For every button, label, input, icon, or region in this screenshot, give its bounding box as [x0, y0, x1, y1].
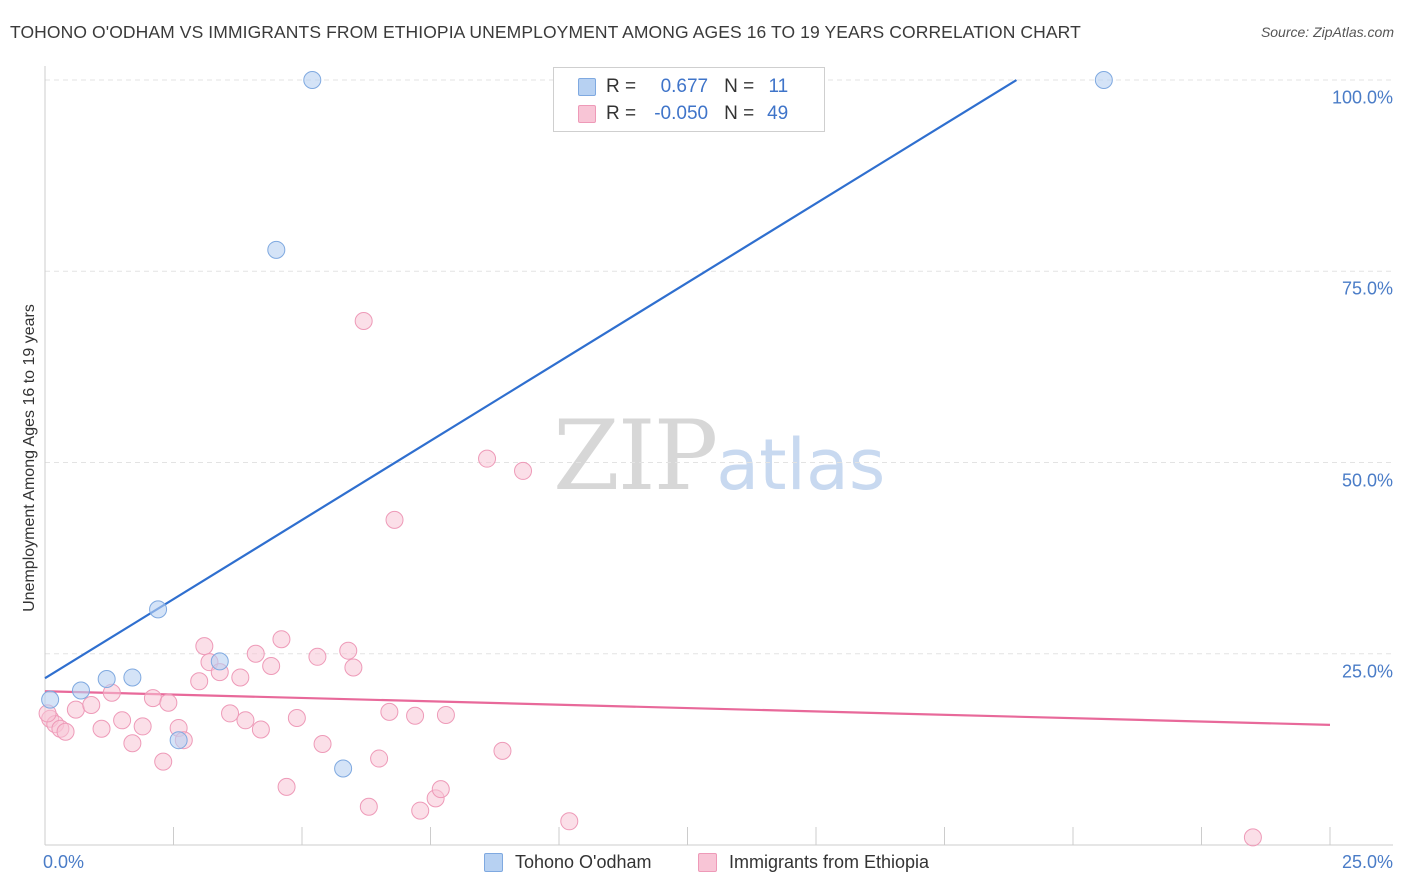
legend-label-tohono: Tohono O'odham: [515, 852, 652, 872]
legend-row-tohono: R = 0.677 N = 11: [578, 74, 788, 100]
legend-item-tohono: Tohono O'odham: [484, 852, 652, 873]
point-ethiopia: [359, 797, 378, 816]
point-ethiopia: [195, 637, 214, 656]
gridlines: [45, 79, 1393, 655]
point-ethiopia: [436, 705, 455, 724]
point-ethiopia: [344, 658, 363, 677]
point-ethiopia: [478, 449, 497, 468]
legend-r-label: R =: [606, 103, 637, 124]
point-ethiopia: [190, 672, 209, 691]
watermark-zip: ZIP: [553, 400, 718, 512]
legend-r-label: R =: [606, 76, 637, 97]
source-credit: Source: ZipAtlas.com: [1260, 24, 1394, 40]
y-axis-label: Unemployment Among Ages 16 to 19 years: [21, 304, 38, 612]
legend-n-label: N =: [724, 103, 755, 124]
x-tick-label-min: 0.0%: [43, 852, 85, 872]
legend-r-value-tohono: 0.677: [660, 76, 709, 97]
point-ethiopia: [493, 741, 512, 760]
legend-n-value-tohono: 11: [768, 76, 789, 97]
point-ethiopia: [308, 647, 327, 666]
legend-item-ethiopia: Immigrants from Ethiopia: [698, 852, 929, 873]
point-ethiopia: [221, 704, 240, 723]
trend-line-tohono: [44, 79, 1018, 680]
point-ethiopia: [277, 777, 296, 796]
data-points: [38, 71, 1262, 847]
point-ethiopia: [133, 717, 152, 736]
point-ethiopia: [159, 693, 178, 712]
point-ethiopia: [385, 510, 404, 529]
point-ethiopia: [272, 630, 291, 649]
legend-n-label: N =: [724, 76, 755, 97]
point-ethiopia: [514, 461, 533, 480]
legend-r-value-ethiopia: -0.050: [654, 103, 709, 124]
point-ethiopia: [66, 700, 85, 719]
point-ethiopia: [123, 734, 142, 753]
y-tick-label: 25.0%: [1341, 661, 1393, 682]
legend-n-value-ethiopia: 49: [767, 103, 789, 124]
point-ethiopia: [380, 702, 399, 721]
y-tick-label: 75.0%: [1341, 278, 1393, 299]
legend-swatch-tohono: [578, 78, 596, 96]
legend-key-ethiopia: [698, 853, 717, 872]
point-tohono: [303, 71, 322, 89]
point-tohono: [169, 731, 188, 750]
point-ethiopia: [431, 780, 450, 799]
chart-title: TOHONO O'ODHAM VS IMMIGRANTS FROM ETHIOP…: [10, 22, 1081, 42]
point-ethiopia: [560, 812, 579, 831]
point-ethiopia: [262, 656, 281, 675]
point-tohono: [97, 669, 116, 688]
point-ethiopia: [339, 641, 358, 660]
trend-lines: [44, 79, 1331, 726]
y-tick-label: 50.0%: [1341, 470, 1393, 490]
point-tohono: [149, 600, 168, 619]
point-ethiopia: [231, 668, 250, 687]
point-tohono: [71, 681, 90, 700]
legend-row-ethiopia: R = -0.050 N = 49: [578, 101, 788, 127]
x-tick-label-max: 25.0%: [1341, 852, 1393, 872]
point-ethiopia: [56, 722, 75, 741]
point-tohono: [41, 690, 60, 709]
correlation-legend: R = 0.677 N = 11 R = -0.050 N = 49: [553, 67, 825, 132]
point-tohono: [1094, 71, 1113, 89]
point-ethiopia: [154, 752, 173, 771]
point-tohono: [210, 652, 229, 671]
point-ethiopia: [113, 711, 132, 730]
point-tohono: [334, 759, 353, 778]
trend-line-ethiopia: [44, 690, 1331, 726]
legend-key-tohono: [484, 853, 503, 872]
point-ethiopia: [246, 644, 265, 663]
point-ethiopia: [92, 719, 111, 738]
legend-swatch-ethiopia: [578, 105, 596, 123]
watermark-atlas: atlas: [716, 424, 886, 506]
point-ethiopia: [287, 709, 306, 728]
point-ethiopia: [143, 689, 162, 708]
point-ethiopia: [411, 801, 430, 820]
point-ethiopia: [251, 720, 270, 739]
series-legend: Tohono O'odham Immigrants from Ethiopia: [0, 852, 1406, 876]
point-ethiopia: [313, 735, 332, 754]
legend-label-ethiopia: Immigrants from Ethiopia: [729, 852, 930, 872]
point-ethiopia: [354, 311, 373, 330]
point-ethiopia: [370, 749, 389, 768]
point-ethiopia: [236, 711, 255, 730]
point-ethiopia: [406, 706, 425, 725]
point-tohono: [123, 668, 142, 687]
y-tick-label: 100.0%: [1331, 87, 1393, 108]
zipatlas-watermark: ZIPatlas: [553, 400, 885, 512]
point-tohono: [267, 240, 286, 259]
point-ethiopia: [1243, 828, 1262, 847]
point-ethiopia: [82, 696, 101, 715]
